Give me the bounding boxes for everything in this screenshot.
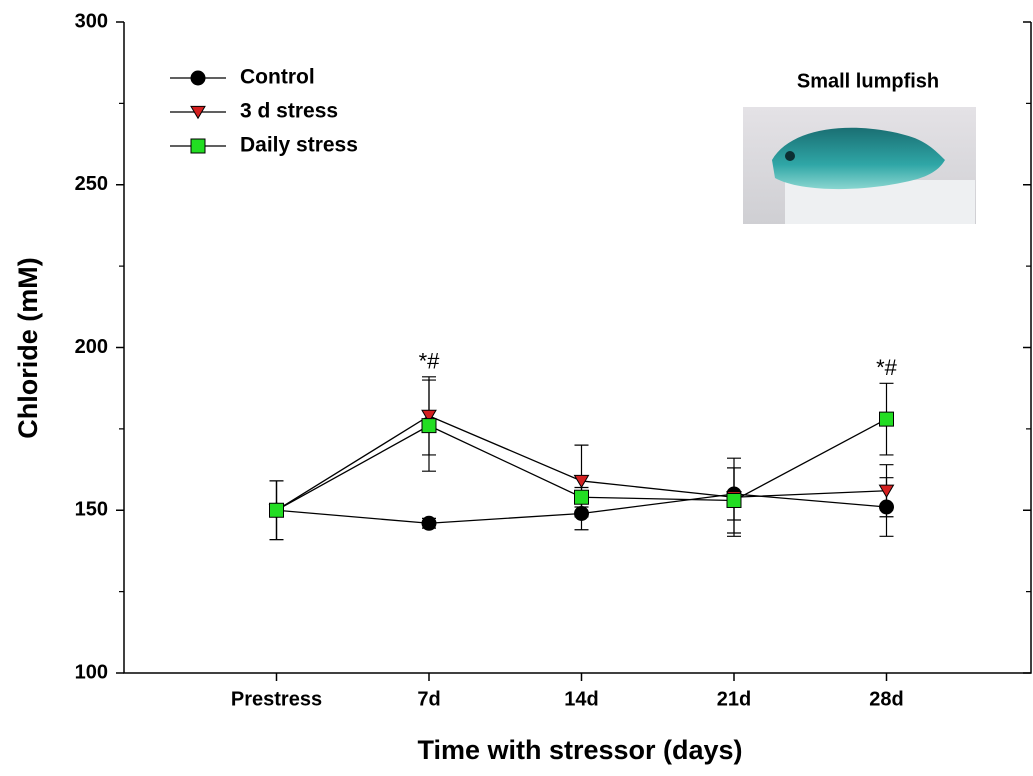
y-tick-label: 300 [75,10,108,32]
annotation: *# [419,349,441,374]
data-point [421,409,437,424]
data-point [878,484,895,499]
data-point [421,515,437,531]
legend-marker [190,105,206,120]
legend-marker [190,70,206,86]
data-point [574,506,589,522]
x-tick-label: 28d [869,688,903,710]
legend-label: Daily stress [240,134,358,157]
inset-photo [743,107,976,224]
inset-title: Small lumpfish [797,70,939,92]
data-point [879,499,894,515]
legend-label: Control [240,66,315,89]
x-tick-label: 14d [564,688,598,710]
x-tick-label: 21d [717,688,751,710]
legend-marker [190,138,206,154]
y-axis-title: Chloride (mM) [13,257,43,439]
data-point [879,411,894,427]
y-tick-label: 250 [75,173,108,195]
data-point [574,489,589,505]
x-tick-label: 7d [417,688,440,710]
x-axis-title: Time with stressor (days) [417,735,742,765]
data-point [573,474,590,489]
x-tick-label: Prestress [231,688,322,710]
y-tick-label: 100 [75,661,108,683]
y-tick-label: 200 [75,336,108,358]
data-point [421,418,437,434]
annotation: *# [876,355,898,380]
data-point [726,492,742,508]
y-tick-label: 150 [75,499,108,521]
legend-label: 3 d stress [240,100,338,123]
data-point [269,502,284,518]
